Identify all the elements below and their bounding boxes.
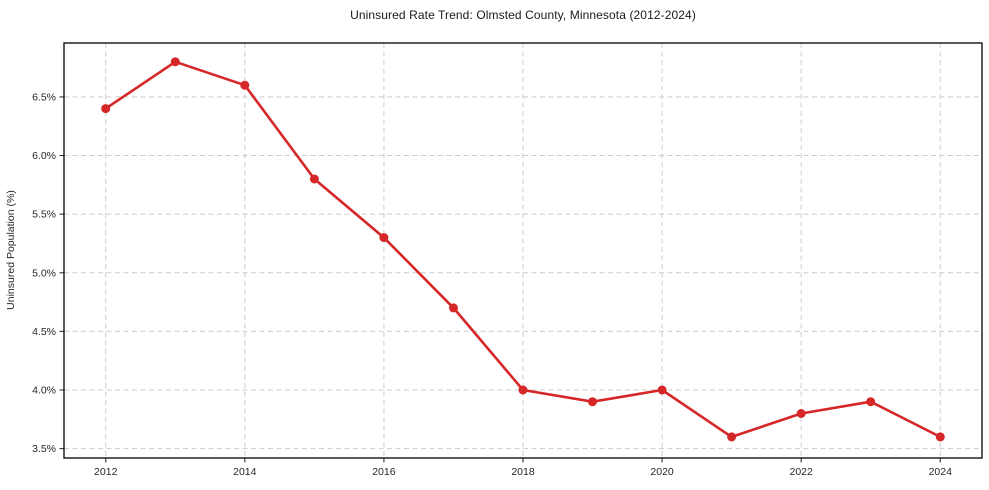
y-axis-label: Uninsured Population (%) — [5, 190, 17, 310]
x-tick-label: 2012 — [94, 466, 118, 478]
x-tick-label: 2022 — [790, 466, 814, 478]
data-point — [727, 432, 737, 442]
data-point — [657, 385, 667, 395]
y-tick-label: 4.0% — [32, 385, 56, 397]
plot-area: 3.5% 4.0% 4.5% 5.0% 5.5% 6.0% 6.5% 2012 2014 2016… — [32, 42, 983, 478]
x-tick-label: 2018 — [511, 466, 535, 478]
chart-title: Uninsured Rate Trend: Olmsted County, Mi… — [350, 8, 696, 22]
data-point — [379, 233, 389, 243]
data-point — [101, 104, 111, 114]
data-point — [935, 432, 945, 442]
data-point — [866, 397, 876, 407]
y-tick-label: 5.0% — [32, 267, 56, 279]
data-point — [309, 174, 319, 184]
x-tick-label: 2014 — [233, 466, 257, 478]
data-point — [170, 57, 180, 67]
y-tick-label: 6.5% — [32, 91, 56, 103]
x-tick-label: 2020 — [650, 466, 674, 478]
data-point — [240, 80, 250, 90]
y-tick-label: 4.5% — [32, 326, 56, 338]
x-tick-label: 2024 — [929, 466, 953, 478]
y-tick-label: 3.5% — [32, 443, 56, 455]
y-tick-label: 5.5% — [32, 209, 56, 221]
data-point — [518, 385, 528, 395]
plot-border — [63, 42, 983, 459]
x-tick-label: 2016 — [372, 466, 396, 478]
data-point — [449, 303, 458, 313]
y-tick-label: 6.0% — [32, 150, 56, 162]
data-point — [796, 409, 806, 418]
data-point — [588, 397, 597, 407]
